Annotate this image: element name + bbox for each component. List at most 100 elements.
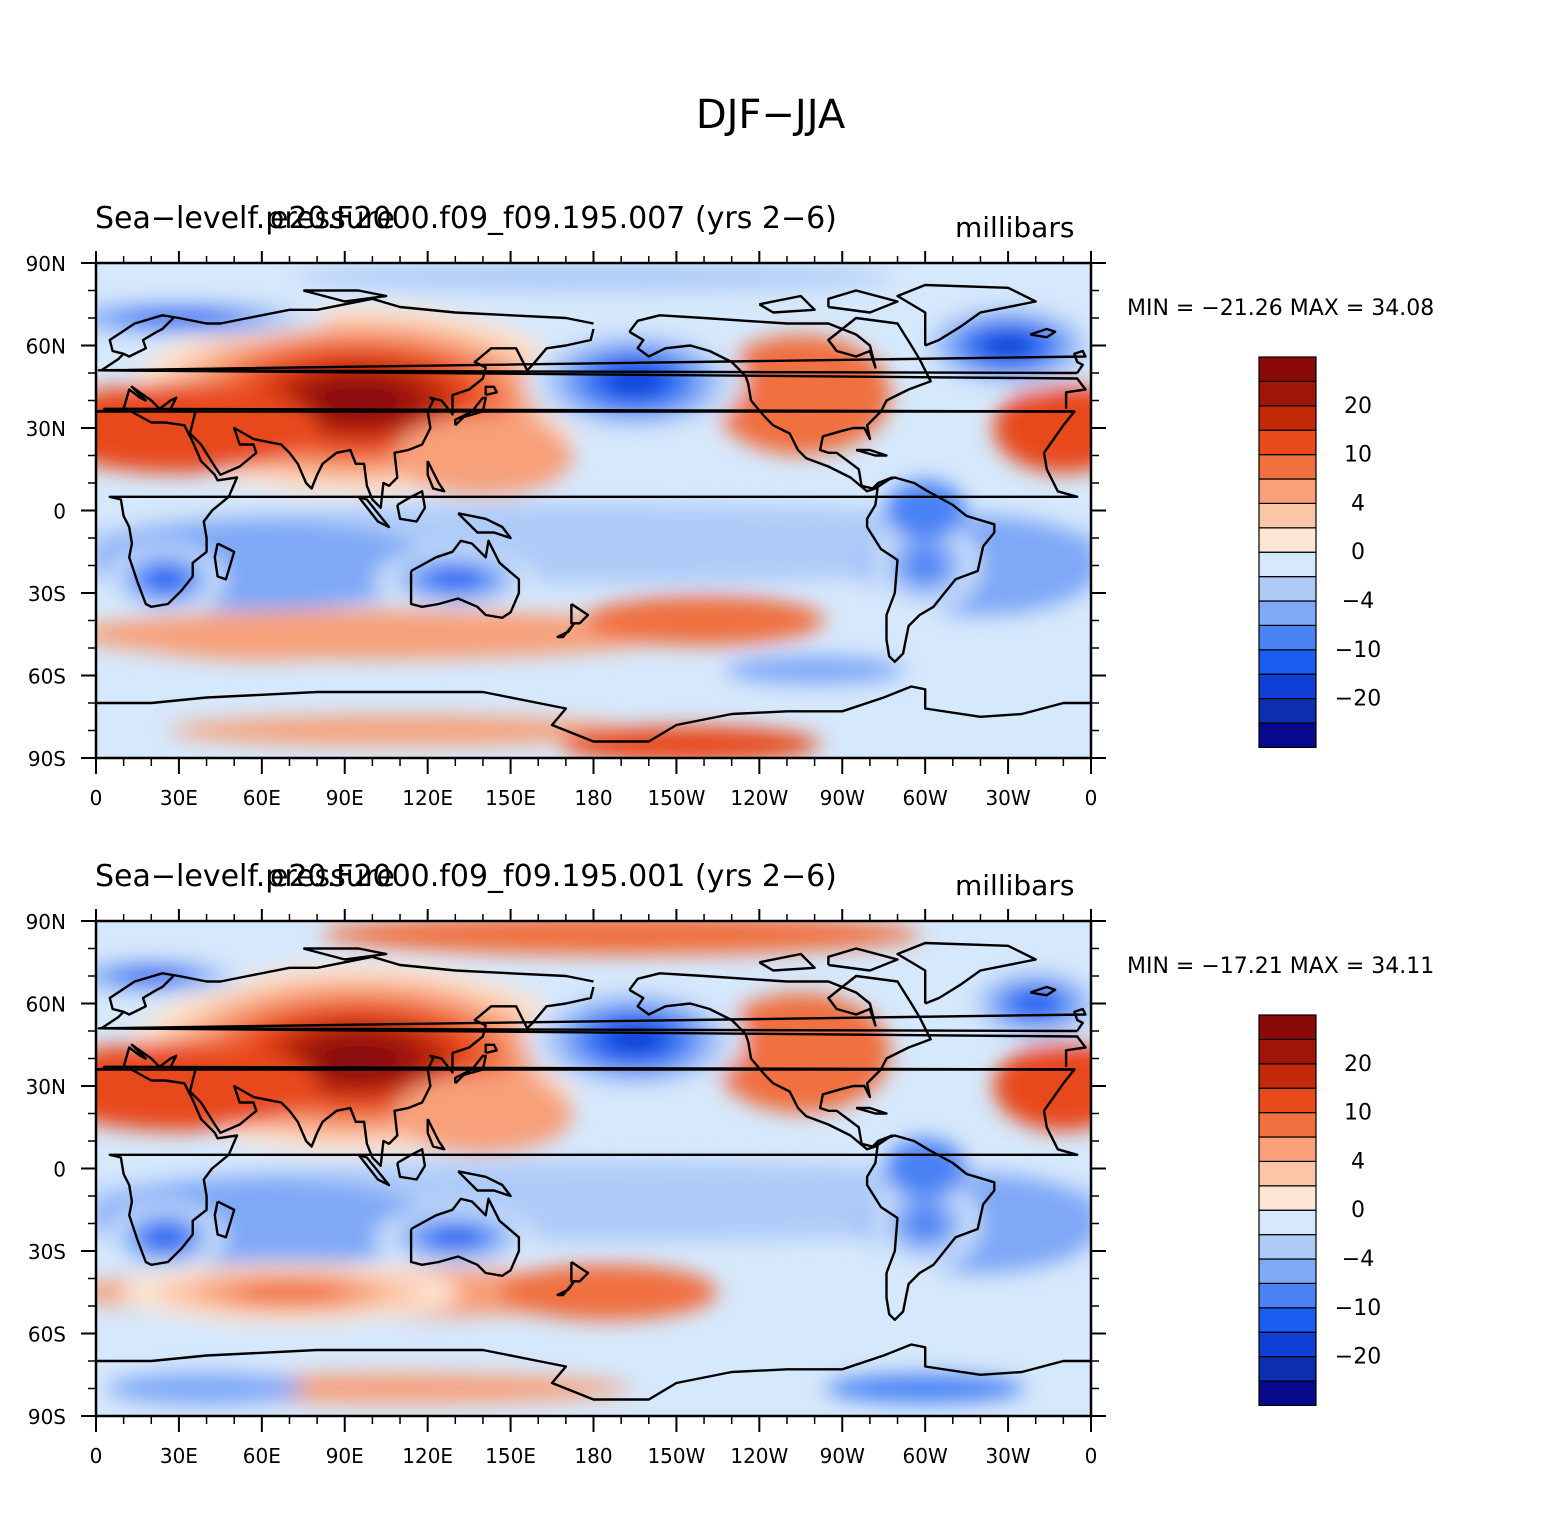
antarctic-east	[170, 715, 631, 746]
coastline	[409, 1197, 521, 1277]
lon-label: 120W	[730, 1444, 788, 1468]
colorbar-cell	[1258, 1160, 1317, 1187]
colorbar-cell	[1258, 405, 1317, 431]
colorbar-label: 4	[1351, 491, 1365, 516]
lon-label: 150W	[647, 1444, 705, 1468]
colorbar-cell	[1258, 1331, 1317, 1358]
lat-label: 60N	[26, 993, 66, 1017]
colorbar-label: 0	[1351, 1198, 1365, 1223]
coastline	[457, 512, 512, 540]
coastline	[96, 1065, 1079, 1266]
lat-label: 90S	[28, 1405, 66, 1429]
lat-label: 0	[53, 1158, 66, 1182]
coastline	[758, 294, 816, 314]
coastline	[484, 385, 498, 397]
coastline	[556, 622, 576, 639]
colorbar-cell	[1258, 624, 1317, 651]
safrica-low	[147, 569, 183, 590]
colorbar-cell	[1258, 576, 1317, 602]
lon-label: 60E	[243, 786, 281, 810]
na-high	[710, 993, 891, 1113]
coastline	[97, 1007, 1087, 1033]
bellings-low	[724, 656, 905, 684]
lon-label: 90E	[326, 786, 364, 810]
coastline	[170, 328, 595, 509]
colorbar-label: −10	[1335, 638, 1381, 663]
n-africa-high	[96, 1041, 319, 1131]
colorbar-cell	[1258, 1307, 1317, 1333]
arctic-high	[321, 921, 922, 955]
coastline	[357, 495, 391, 529]
ross-high	[560, 726, 821, 758]
map-svg: 0 30E 60E 90E 120E 150E 180 150W 120W 90W 60W 30W 09…	[26, 909, 1381, 1468]
lat-label: 0	[53, 500, 66, 524]
samerica-low	[906, 1207, 945, 1240]
colorbar-cell	[1258, 1038, 1317, 1065]
coastline	[827, 947, 899, 972]
coastlines	[96, 941, 1091, 1401]
lon-label: 150W	[647, 786, 705, 810]
variable-title: Sea−levelf.pressure	[95, 859, 395, 894]
colorbar-cell	[1258, 673, 1317, 700]
coastline	[457, 1170, 512, 1198]
colorbar-cell	[1258, 527, 1317, 553]
contour-field	[96, 263, 1091, 758]
lon-label: 30W	[985, 786, 1030, 810]
lon-label: 120E	[402, 1444, 453, 1468]
coastline	[1029, 985, 1057, 997]
lon-label: 90W	[820, 1444, 865, 1468]
lon-label: 90E	[326, 1444, 364, 1468]
weddell-low	[825, 1374, 1026, 1403]
coastline	[170, 986, 595, 1167]
coastline	[484, 1043, 498, 1055]
samerica-low	[906, 549, 945, 582]
units-label: millibars	[955, 869, 1075, 902]
coastline	[302, 947, 388, 961]
coastline	[396, 490, 427, 523]
coastline	[628, 972, 932, 1151]
coastline	[213, 542, 236, 581]
field-blobs	[96, 263, 1091, 758]
min-max-label: MIN = −21.26 MAX = 34.08	[1127, 296, 1435, 321]
colorbar-label: 20	[1344, 394, 1372, 419]
colorbar-label: 20	[1344, 1052, 1372, 1077]
lon-label: 180	[574, 786, 612, 810]
lon-label: 180	[574, 1444, 612, 1468]
case-title: e20.F2000.f09_f09.195.007 (yrs 2−6)	[270, 201, 837, 236]
colorbar-label: −4	[1342, 1247, 1374, 1272]
coastline	[865, 1134, 996, 1321]
n-africa-high	[96, 383, 319, 473]
colorbar-cell	[1258, 1356, 1317, 1382]
coastline	[570, 602, 590, 625]
units-label: millibars	[955, 211, 1075, 244]
coastline	[896, 283, 1037, 347]
lon-label: 150E	[485, 786, 536, 810]
colorbar-cell	[1258, 380, 1317, 407]
lon-label: 0	[1085, 1444, 1098, 1468]
variable-title: Sea−levelf.pressure	[95, 201, 395, 236]
colorbar-label: −20	[1335, 687, 1381, 712]
colorbar-cell	[1258, 722, 1317, 748]
map-svg: 0 30E 60E 90E 120E 150E 180 150W 120W 90W 60W 30W 09…	[26, 251, 1381, 810]
coastline	[865, 476, 996, 663]
arctic	[293, 263, 894, 291]
coastline	[97, 349, 1087, 375]
coastline	[103, 385, 1075, 413]
coastline	[302, 289, 388, 303]
coastline	[827, 289, 899, 314]
map-panel-1: Sea−levelf.pressure e20.F2000.f09_f09.19…	[0, 195, 1541, 855]
colorbar-cell	[1258, 1087, 1317, 1114]
antarctic-low	[106, 1372, 307, 1405]
colorbar-label: −20	[1335, 1345, 1381, 1370]
colorbar-label: 10	[1344, 1101, 1372, 1126]
field-blobs	[96, 921, 1091, 1405]
colorbar-cell	[1258, 551, 1317, 578]
lon-label: 120E	[402, 786, 453, 810]
lat-label: 90N	[26, 910, 66, 934]
coastline	[396, 1148, 427, 1181]
amazon	[885, 480, 966, 541]
spac-high	[584, 595, 825, 646]
w-pacific	[392, 1073, 573, 1154]
coastline	[123, 317, 175, 358]
colorbar-cell	[1258, 649, 1317, 675]
